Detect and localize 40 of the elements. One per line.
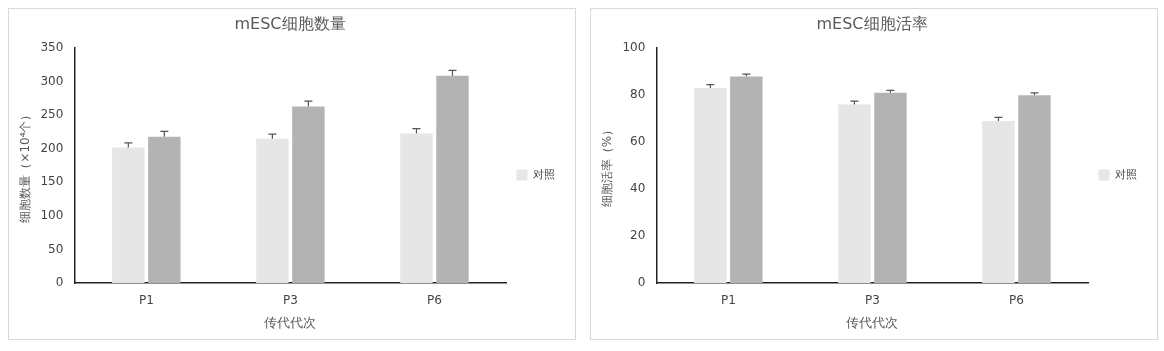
bar	[436, 75, 469, 283]
bar	[874, 92, 907, 283]
y-axis-title: 细胞活率（%）	[600, 123, 615, 208]
y-tick-label: 200	[40, 140, 64, 155]
y-axis-title: 细胞数量（×10⁴个）	[18, 108, 33, 223]
y-tick-label: 80	[630, 87, 646, 102]
bar	[400, 133, 433, 283]
y-tick-label: 100	[622, 40, 646, 55]
y-tick-label: 150	[40, 174, 64, 189]
bar	[112, 147, 145, 283]
x-tick-label: P3	[864, 293, 880, 308]
legend-label: 对照	[1115, 167, 1137, 181]
y-tick-label: 40	[630, 181, 646, 196]
legend-label: 对照	[533, 167, 555, 181]
x-axis-title: 传代代次	[846, 314, 899, 330]
y-tick-label: 0	[637, 275, 646, 290]
chart-title: mESC细胞活率	[816, 13, 928, 33]
x-tick-label: P6	[1009, 293, 1024, 308]
bar	[292, 106, 325, 283]
y-tick-label: 300	[40, 73, 64, 88]
bar	[730, 76, 763, 283]
x-tick-label: P1	[720, 293, 736, 308]
chart-title: mESC细胞数量	[234, 13, 346, 33]
bar	[982, 120, 1015, 283]
x-tick-label: P3	[282, 293, 298, 308]
y-tick-label: 100	[40, 208, 64, 223]
x-tick-label: P1	[138, 293, 154, 308]
y-tick-label: 350	[40, 40, 64, 55]
y-tick-label: 60	[630, 134, 646, 149]
bar	[256, 138, 289, 283]
y-tick-label: 0	[55, 275, 64, 290]
bar	[838, 104, 871, 283]
y-tick-label: 20	[630, 228, 646, 243]
x-tick-label: P6	[427, 293, 442, 308]
y-tick-label: 250	[40, 107, 64, 122]
y-tick-label: 50	[48, 241, 64, 256]
bar	[148, 136, 181, 283]
bar	[1018, 95, 1051, 283]
x-axis-title: 传代代次	[264, 314, 317, 330]
bar	[694, 88, 727, 283]
